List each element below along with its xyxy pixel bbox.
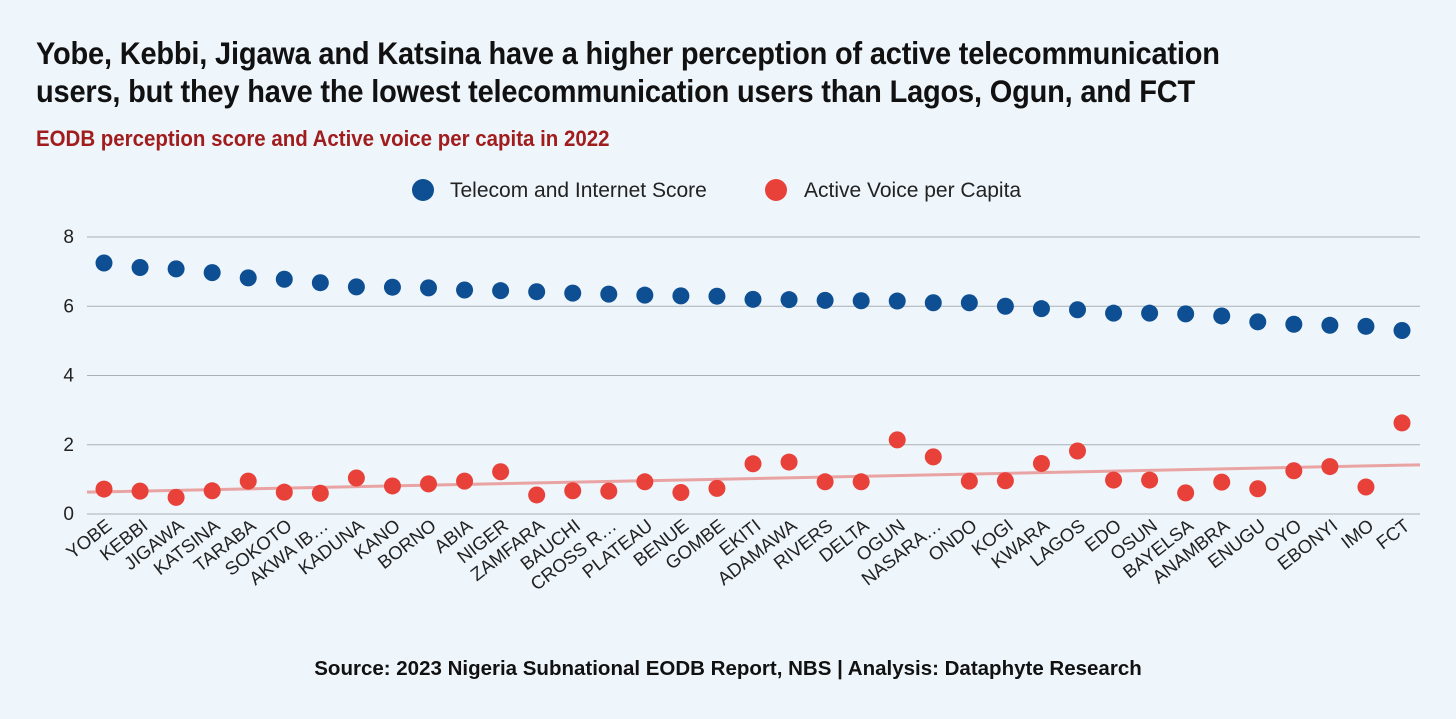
data-point-telecom — [564, 284, 582, 302]
trendline — [86, 463, 1421, 494]
data-point-telecom — [816, 291, 834, 309]
data-point-voice — [1285, 462, 1303, 480]
data-point-voice — [1177, 484, 1195, 502]
data-point-voice — [131, 482, 149, 500]
data-point-voice — [744, 455, 762, 473]
data-point-telecom — [636, 286, 654, 304]
data-point-telecom — [1285, 315, 1303, 333]
x-tick-label: IMO — [1337, 515, 1377, 553]
data-point-telecom — [239, 269, 257, 287]
data-point-voice — [1141, 471, 1159, 489]
data-point-telecom — [960, 294, 978, 312]
data-point-voice — [600, 482, 618, 500]
data-point-voice — [636, 473, 654, 491]
data-point-voice — [672, 484, 690, 502]
data-point-voice — [996, 472, 1014, 490]
data-point-voice — [1032, 454, 1050, 472]
data-point-telecom — [600, 285, 618, 303]
data-point-telecom — [420, 279, 437, 297]
y-tick-label: 2 — [63, 435, 74, 456]
data-point-voice — [311, 484, 329, 502]
data-point-voice — [167, 488, 185, 506]
chart-title: Yobe, Kebbi, Jigawa and Katsina have a h… — [36, 35, 1220, 109]
data-point-telecom — [95, 254, 113, 272]
data-point-voice — [564, 482, 582, 500]
y-axis-ticks: 0 2 4 6 8 — [63, 227, 74, 525]
legend-marker-voice — [765, 179, 787, 201]
data-point-voice — [203, 482, 221, 500]
legend-label-telecom: Telecom and Internet Score — [450, 179, 707, 202]
data-point-voice — [960, 472, 978, 490]
source-note: Source: 2023 Nigeria Subnational EODB Re… — [314, 657, 1142, 680]
chart-subtitle: EODB perception score and Active voice p… — [36, 126, 610, 151]
data-point-telecom — [456, 281, 474, 299]
data-point-telecom — [708, 287, 726, 305]
data-point-telecom — [167, 260, 185, 278]
data-point-voice — [1321, 458, 1339, 476]
data-point-voice — [708, 479, 726, 497]
data-point-telecom — [1069, 301, 1086, 319]
data-point-telecom — [780, 291, 798, 309]
data-point-telecom — [1141, 304, 1159, 322]
data-point-voice — [816, 473, 834, 491]
data-point-voice — [924, 448, 942, 466]
data-point-telecom — [1357, 317, 1375, 335]
data-point-telecom — [888, 292, 906, 310]
data-point-telecom — [275, 270, 293, 288]
data-point-voice — [1249, 480, 1267, 498]
data-point-telecom — [1249, 313, 1267, 331]
data-point-telecom — [1213, 307, 1231, 325]
data-point-telecom — [347, 278, 365, 296]
data-point-telecom — [672, 287, 690, 305]
data-point-telecom — [203, 264, 221, 282]
data-point-telecom — [996, 297, 1014, 315]
data-point-voice — [888, 431, 906, 449]
data-point-telecom — [528, 283, 546, 301]
data-point-telecom — [1032, 300, 1050, 318]
data-point-voice — [1069, 442, 1086, 460]
data-point-telecom — [1393, 321, 1411, 339]
data-point-voice — [275, 483, 293, 501]
data-point-voice — [95, 480, 113, 498]
legend-marker-telecom — [412, 179, 434, 201]
data-point-voice — [780, 453, 798, 471]
data-point-voice — [456, 472, 474, 490]
data-point-telecom — [924, 294, 942, 312]
data-point-telecom — [131, 258, 149, 276]
y-tick-label: 4 — [63, 366, 74, 387]
data-point-voice — [1105, 471, 1123, 489]
data-point-telecom — [744, 290, 762, 308]
data-point-voice — [492, 463, 510, 481]
data-point-telecom — [1177, 305, 1195, 323]
data-point-telecom — [311, 274, 329, 292]
data-point-voice — [347, 469, 365, 487]
data-point-telecom — [1105, 304, 1123, 322]
data-point-voice — [383, 477, 401, 495]
data-point-telecom — [852, 292, 870, 310]
data-point-voice — [420, 475, 437, 493]
data-point-telecom — [383, 278, 401, 296]
data-point-telecom — [1321, 316, 1339, 334]
legend: Telecom and Internet Score Active Voice … — [412, 179, 1021, 202]
data-point-telecom — [492, 282, 510, 300]
y-tick-label: 8 — [63, 227, 74, 248]
y-tick-label: 6 — [63, 296, 74, 317]
data-point-voice — [528, 486, 546, 504]
legend-label-voice: Active Voice per Capita — [804, 179, 1021, 202]
data-point-voice — [1357, 478, 1375, 496]
y-tick-label: 0 — [63, 504, 74, 525]
data-point-voice — [1393, 414, 1411, 432]
x-tick-label: FCT — [1372, 515, 1413, 554]
data-points — [95, 254, 1411, 506]
data-point-voice — [852, 473, 870, 491]
data-point-voice — [239, 472, 257, 490]
data-point-voice — [1213, 473, 1231, 491]
